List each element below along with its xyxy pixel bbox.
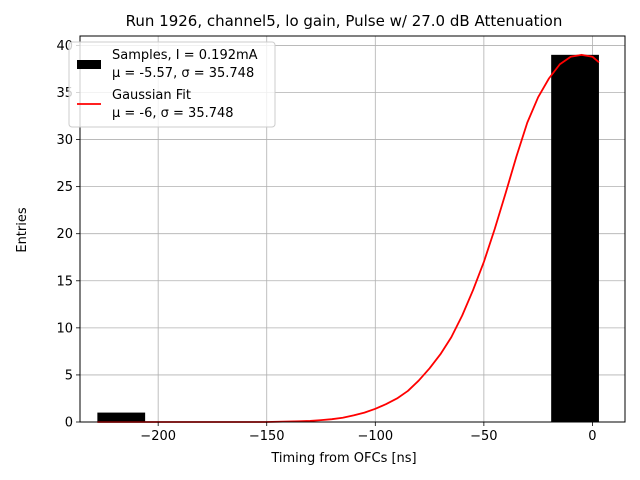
y-axis-title: Entries bbox=[15, 207, 30, 253]
histogram-bar bbox=[97, 412, 146, 422]
x-axis-title: Timing from OFCs [ns] bbox=[270, 451, 416, 466]
legend-label-samples: Samples, I = 0.192mA bbox=[112, 48, 258, 63]
y-tick-label: 10 bbox=[56, 321, 73, 336]
x-axis-ticks: −200 −150 −100 −50 0 bbox=[140, 422, 597, 444]
y-tick-label: 30 bbox=[56, 133, 73, 148]
y-tick-label: 15 bbox=[56, 274, 73, 289]
y-tick-label: 0 bbox=[65, 416, 73, 431]
x-tick-label: −200 bbox=[140, 429, 176, 444]
x-tick-label: 0 bbox=[588, 429, 596, 444]
y-tick-label: 5 bbox=[65, 368, 73, 383]
legend-stats-fit: μ = -6, σ = 35.748 bbox=[112, 106, 234, 121]
y-tick-label: 25 bbox=[56, 180, 73, 195]
legend-box bbox=[68, 41, 276, 128]
x-tick-label: −50 bbox=[470, 429, 497, 444]
legend-stats-samples: μ = -5.57, σ = 35.748 bbox=[112, 66, 254, 81]
histogram-bar bbox=[551, 54, 599, 422]
x-tick-label: −150 bbox=[249, 429, 285, 444]
legend-label-fit: Gaussian Fit bbox=[112, 88, 191, 103]
y-tick-label: 20 bbox=[56, 227, 73, 242]
legend: Samples, I = 0.192mA μ = -5.57, σ = 35.7… bbox=[68, 41, 276, 128]
plot-frame bbox=[79, 35, 626, 423]
chart-title: Run 1926, channel5, lo gain, Pulse w/ 27… bbox=[126, 12, 563, 30]
histogram-bars bbox=[97, 54, 599, 422]
x-tick-label: −100 bbox=[357, 429, 393, 444]
legend-swatch-samples bbox=[77, 60, 101, 69]
grid bbox=[80, 36, 625, 423]
